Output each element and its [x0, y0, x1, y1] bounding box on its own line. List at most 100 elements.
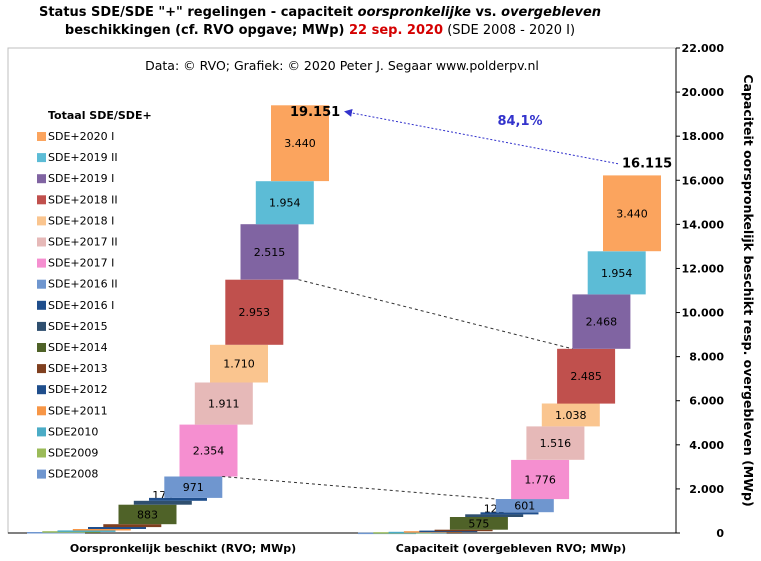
bar-segment — [194, 382, 253, 425]
legend-label: SDE+2018 II — [48, 193, 118, 206]
bar-segment — [557, 348, 616, 404]
legend-swatch — [37, 321, 46, 331]
legend-swatch — [37, 427, 46, 437]
y-axis-label: Capaciteit oorspronkelijk beschikt resp.… — [741, 74, 756, 506]
legend-swatch — [37, 237, 46, 247]
bar-segment — [526, 426, 585, 460]
data-label: 1.954 — [601, 267, 633, 280]
legend-swatch — [37, 406, 46, 416]
legend-swatch — [37, 343, 46, 352]
bar-segment — [164, 476, 223, 498]
x-category-label: Oorspronkelijk beschikt (RVO; MWp) — [70, 542, 296, 555]
title-italic: oorspronkelijke — [357, 5, 471, 20]
data-label: 1.954 — [269, 197, 301, 210]
y-tick-label: 10.000 — [682, 307, 725, 320]
legend-swatch — [37, 364, 46, 374]
legend-swatch — [37, 258, 46, 268]
data-label: 1.038 — [555, 409, 587, 422]
data-label: 601 — [514, 500, 535, 513]
bar-segment — [179, 424, 238, 477]
y-tick-label: 4.000 — [689, 439, 724, 452]
legend-label: SDE+2011 — [48, 404, 108, 417]
bar-segment — [572, 294, 631, 349]
legend-swatch — [37, 469, 46, 479]
legend-label: SDE+2016 I — [48, 299, 114, 312]
legend-swatch — [37, 300, 46, 310]
data-label: 2.515 — [254, 246, 286, 259]
title-date: 22 sep. 2020 — [348, 23, 444, 38]
y-tick-label: 2.000 — [689, 483, 724, 496]
legend-swatch — [37, 153, 46, 163]
y-tick-label: 18.000 — [682, 130, 725, 143]
bar-segment — [88, 527, 146, 529]
legend-label: SDE2009 — [48, 447, 98, 460]
legend-label: SDE2010 — [48, 425, 98, 438]
title-italic: overgebleven — [501, 5, 602, 20]
x-category-label: Capaciteit (overgebleven RVO; MWp) — [396, 542, 626, 555]
title-part: Status SDE/SDE "+" regelingen - capacite… — [38, 5, 358, 20]
y-tick-label: 12.000 — [682, 262, 725, 275]
legend-label: SDE+2013 — [48, 362, 108, 375]
legend-swatch — [37, 174, 46, 184]
legend-label: SDE+2015 — [48, 320, 108, 333]
data-label: 2.354 — [193, 445, 225, 458]
bar-segment — [225, 279, 284, 345]
legend-swatch — [37, 385, 46, 395]
data-label: 3.440 — [284, 137, 316, 150]
bar-segment — [210, 344, 268, 383]
legend-label: SDE+2019 II — [48, 151, 118, 164]
total-label: 19.151 — [290, 105, 340, 120]
bar-segment — [27, 532, 85, 534]
data-label: 2.953 — [239, 306, 271, 319]
bar-segment — [42, 531, 101, 533]
bar-segment — [449, 517, 508, 530]
title-part: beschikkingen (cf. RVO opgave; MWp) — [64, 23, 349, 38]
data-label: 1.516 — [540, 437, 572, 450]
legend-label: SDE+2018 I — [48, 214, 114, 227]
legend-label: SDE+2019 I — [48, 172, 114, 185]
bar-segment — [118, 504, 177, 525]
bar-segment — [271, 105, 329, 182]
y-tick-label: 16.000 — [682, 174, 725, 187]
legend-label: SDE+2016 II — [48, 278, 118, 291]
bar-segment — [511, 459, 570, 500]
data-label: 883 — [137, 508, 158, 521]
legend-swatch — [37, 216, 46, 226]
bar-segment — [480, 512, 539, 515]
title-part: vs. — [470, 5, 502, 20]
data-label: 1.911 — [208, 398, 240, 411]
y-tick-label: 6.000 — [689, 395, 724, 408]
data-label: 971 — [183, 481, 204, 494]
legend-title: Totaal SDE/SDE+ — [48, 109, 152, 122]
legend-label: SDE+2020 I — [48, 130, 114, 143]
data-label: 1.710 — [223, 358, 255, 371]
data-label: 1.776 — [524, 473, 556, 486]
ratio-label: 84,1% — [497, 114, 542, 129]
legend-label: SDE+2012 — [48, 383, 108, 396]
y-tick-label: 14.000 — [682, 218, 725, 231]
legend-swatch — [37, 279, 46, 289]
y-tick-label: 0 — [716, 527, 724, 540]
bar-segment — [541, 403, 600, 427]
legend-label: SDE+2014 — [48, 341, 108, 354]
bar-segment — [255, 181, 314, 225]
y-tick-label: 20.000 — [682, 86, 725, 99]
data-label: 3.440 — [616, 207, 648, 220]
legend-swatch — [37, 448, 46, 458]
dashed-connector — [298, 279, 573, 350]
bar-segment — [419, 530, 478, 533]
bar-segment — [133, 500, 192, 505]
bar-segment — [240, 224, 299, 280]
dashed-connector — [222, 475, 496, 500]
legend-label: SDE+2017 II — [48, 236, 118, 249]
legend-label: SDE+2017 I — [48, 257, 114, 270]
legend-label: SDE2008 — [48, 468, 98, 481]
credit-text: Data: © RVO; Grafiek: © 2020 Peter J. Se… — [145, 58, 539, 73]
data-label: 2.485 — [570, 370, 602, 383]
y-tick-label: 8.000 — [689, 351, 724, 364]
bar-segment — [465, 514, 524, 517]
bar-segment — [103, 524, 162, 528]
title-part: (SDE 2008 - 2020 I) — [443, 23, 576, 38]
bar-segment — [603, 175, 661, 252]
